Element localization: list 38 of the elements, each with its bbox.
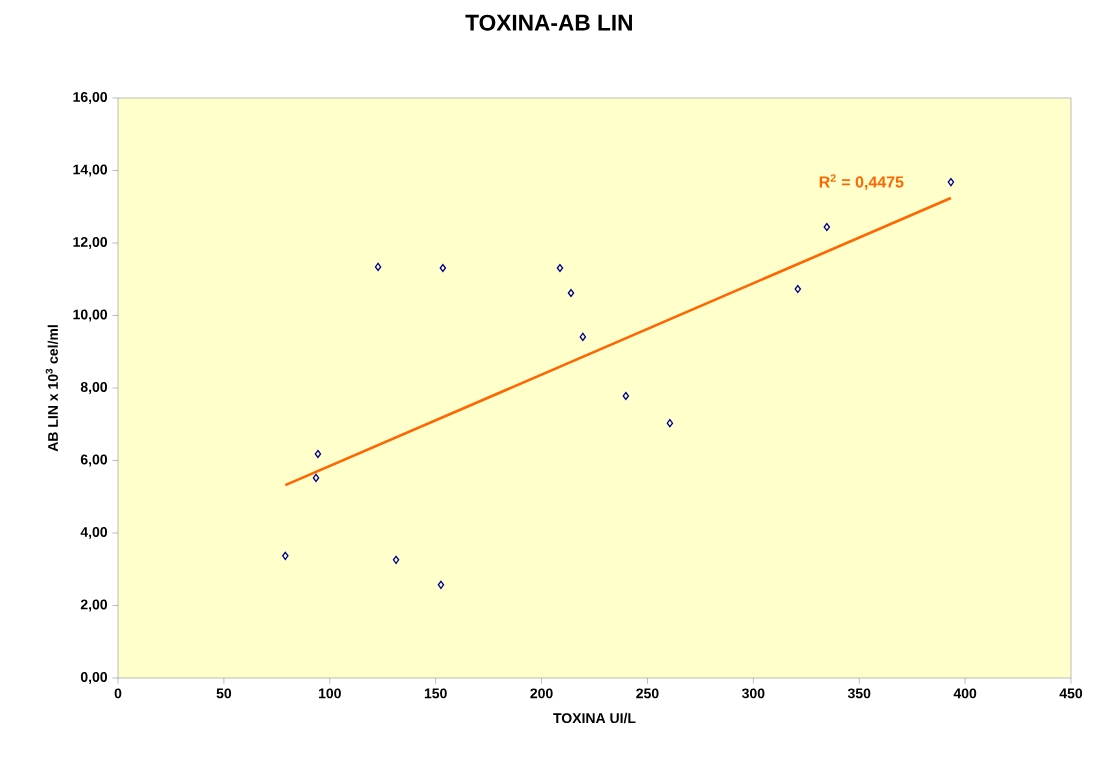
x-tick-label: 50: [216, 688, 232, 699]
point: [567, 288, 575, 298]
point: [823, 222, 831, 232]
y-tick-label: 4,00: [80, 527, 108, 539]
point: [437, 580, 445, 589]
y-tick-label: 2,00: [80, 599, 108, 612]
point: [622, 391, 630, 401]
point: [314, 449, 322, 459]
x-tick-label: 200: [530, 688, 553, 699]
y-tick-label: 0,00: [80, 672, 108, 684]
x-tick-label: 250: [636, 688, 659, 699]
x-tick-label: 350: [847, 688, 871, 699]
point: [439, 263, 447, 273]
y-tick-label: 8,00: [80, 382, 108, 394]
point: [282, 551, 289, 560]
y-tick-label: 12,00: [73, 237, 108, 249]
point: [312, 473, 320, 483]
x-tick-label: 150: [424, 688, 447, 699]
point: [556, 263, 564, 273]
x-tick-label: 450: [1059, 688, 1083, 699]
x-tick-label: 0: [114, 688, 122, 699]
x-tick-label: 400: [953, 688, 977, 699]
point: [947, 177, 955, 187]
x-tick-label: 300: [741, 688, 765, 699]
y-tick-label: 14,00: [73, 164, 108, 177]
y-tick-label: 10,00: [73, 309, 108, 322]
chart-title: TOXINA-AB LIN: [465, 14, 632, 31]
annotation: R$^{2}$ = 0,4475: [819, 174, 904, 190]
point: [794, 284, 802, 294]
y-tick-label: 16,00: [73, 92, 108, 104]
y-tick-label: 6,00: [80, 454, 108, 467]
y-axis-title: AB LIN x 10$^{3}$ cel/ml: [45, 325, 59, 452]
x-axis-title: TOXINA UI/L: [553, 712, 636, 724]
point: [666, 419, 674, 428]
point: [374, 262, 382, 272]
point: [392, 555, 400, 564]
x-tick-label: 100: [318, 688, 341, 699]
point: [579, 332, 587, 342]
